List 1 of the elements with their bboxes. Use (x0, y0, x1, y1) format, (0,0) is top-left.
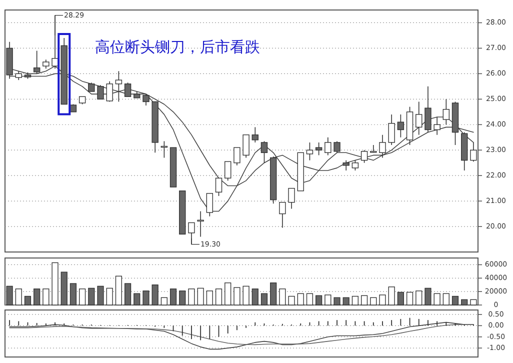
annotation: 高位断头铡刀，后市看跌 (95, 38, 260, 56)
